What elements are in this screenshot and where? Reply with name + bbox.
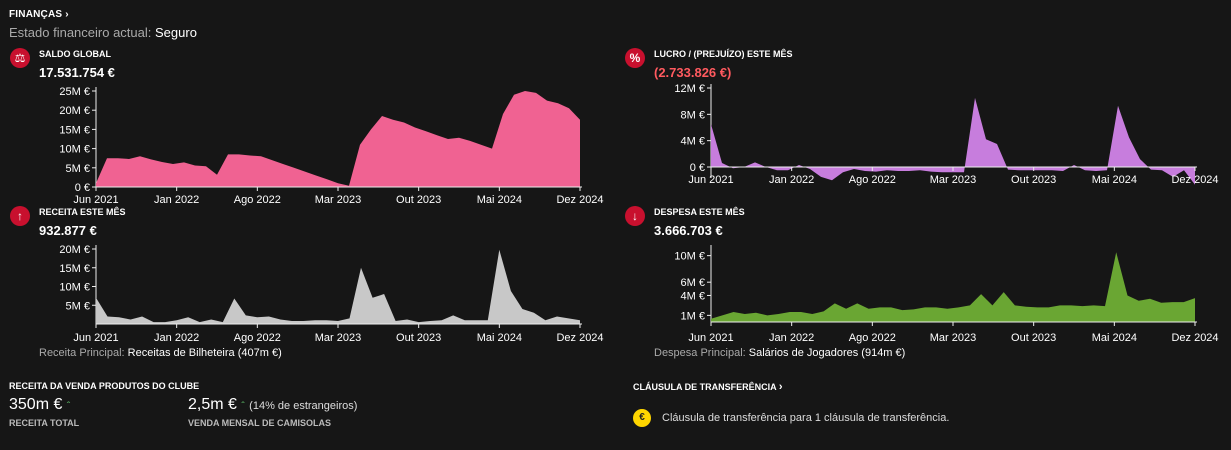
y-tick-label: 6M € (681, 277, 705, 289)
y-tick-label: 10M € (59, 144, 90, 156)
receita-chart: 5M € 10M € 15M € 20M € Jun 2021 Jan 2022 Ago 2… (59, 244, 603, 344)
receita-note-value: Receitas de Bilheteira (407m €) (127, 347, 282, 359)
x-tick-label: Jun 2021 (73, 332, 118, 344)
y-tick-label: 25M € (59, 86, 90, 98)
x-tick-label: Jun 2021 (688, 174, 733, 186)
receita-area-series (96, 249, 580, 324)
x-tick-label: Mar 2023 (315, 332, 361, 344)
arrow-up-icon: ↑ (10, 206, 30, 226)
lucro-chart: 0 € 4M € 8M € 12M € Jun 2021 Jan 2022 Ago 2022… (674, 83, 1218, 186)
receita-title: RECEITA ESTE MÊS (39, 207, 126, 217)
x-tick-label: Out 2023 (1011, 332, 1056, 344)
y-tick-label: 4M € (681, 290, 705, 302)
merch-total: 350m € ˆ (9, 396, 70, 414)
status-label: Estado financeiro actual: (9, 25, 152, 40)
y-tick-label: 15M € (59, 124, 90, 136)
saldo-title: SALDO GLOBAL (39, 49, 111, 59)
x-tick-label: Out 2023 (1011, 174, 1056, 186)
lucro-area-series (711, 97, 1195, 185)
merch-title: RECEITA DA VENDA PRODUTOS DO CLUBE (9, 381, 200, 391)
x-tick-label: Mai 2024 (1092, 174, 1137, 186)
saldo-value: 17.531.754 € (39, 65, 115, 80)
merch-shirts-note: (14% de estrangeiros) (249, 400, 358, 412)
x-tick-label: Ago 2022 (234, 332, 281, 344)
y-tick-label: 12M € (674, 83, 705, 95)
x-tick-label: Mai 2024 (477, 194, 522, 206)
clause-header[interactable]: CLÁUSULA DE TRANSFERÊNCIA › (633, 381, 783, 393)
x-tick-label: Out 2023 (396, 194, 441, 206)
x-tick-label: Jun 2021 (73, 194, 118, 206)
y-tick-label: 20M € (59, 244, 90, 256)
y-tick-label: 0 € (690, 162, 705, 174)
despesa-note-label: Despesa Principal: (654, 347, 746, 359)
x-tick-label: Mar 2023 (930, 332, 976, 344)
merch-shirts-value: 2,5m € (188, 396, 237, 413)
x-tick-label: Ago 2022 (234, 194, 281, 206)
x-tick-label: Dez 2024 (556, 332, 603, 344)
saldo-chart: 0 € 5M € 10M € 15M € 20M € 25M € Jun 2021 Jan 2… (59, 86, 603, 206)
merch-shirts-label: VENDA MENSAL DE CAMISOLAS (188, 418, 332, 428)
x-tick-label: Ago 2022 (849, 332, 896, 344)
x-tick-label: Jan 2022 (769, 332, 814, 344)
x-tick-label: Jan 2022 (154, 332, 199, 344)
y-tick-label: 10M € (59, 282, 90, 294)
y-tick-label: 8M € (681, 109, 705, 121)
chevron-right-icon: › (778, 381, 783, 393)
y-tick-label: 0 € (75, 182, 90, 194)
despesa-note-value: Salários de Jogadores (914m €) (748, 347, 906, 359)
y-tick-label: 5M € (66, 300, 90, 312)
trend-up-icon: ˆ (66, 401, 71, 412)
merch-total-value: 350m € (9, 396, 63, 413)
percent-icon: % (625, 48, 645, 68)
x-tick-label: Mar 2023 (930, 174, 976, 186)
trend-up-icon: ˆ (241, 401, 245, 412)
y-tick-label: 15M € (59, 263, 90, 275)
status-value: Seguro (155, 25, 197, 40)
despesa-area-series (711, 252, 1195, 322)
x-tick-label: Dez 2024 (1171, 174, 1218, 186)
despesa-value: 3.666.703 € (654, 223, 723, 238)
receita-value: 932.877 € (39, 223, 97, 238)
x-tick-label: Out 2023 (396, 332, 441, 344)
x-tick-label: Ago 2022 (849, 174, 896, 186)
merch-shirts: 2,5m € ˆ (14% de estrangeiros) (188, 396, 357, 414)
lucro-title: LUCRO / (PREJUÍZO) ESTE MÊS (654, 49, 793, 59)
y-tick-label: 1M € (681, 310, 705, 322)
x-tick-label: Jun 2021 (688, 332, 733, 344)
x-tick-label: Mar 2023 (315, 194, 361, 206)
chevron-right-icon: › (65, 9, 69, 20)
receita-note: Receita Principal: Receitas de Bilheteir… (39, 347, 282, 359)
y-tick-label: 10M € (674, 251, 705, 263)
merch-total-label: RECEITA TOTAL (9, 418, 80, 428)
x-tick-label: Mai 2024 (477, 332, 522, 344)
arrow-down-icon: ↓ (625, 206, 645, 226)
y-tick-label: 4M € (681, 136, 705, 148)
despesa-chart: 1M € 4M €6M € 10M € Jun 2021 Jan 2022 Ago 202… (674, 245, 1219, 344)
despesa-title: DESPESA ESTE MÊS (654, 207, 745, 217)
saldo-area-series (96, 91, 580, 187)
section-header-financas[interactable]: FINANÇAS › (9, 9, 69, 20)
receita-note-label: Receita Principal: (39, 347, 125, 359)
lucro-value: (2.733.826 €) (654, 65, 732, 80)
finance-title: FINANÇAS (9, 9, 63, 20)
x-tick-label: Dez 2024 (556, 194, 603, 206)
x-tick-label: Jan 2022 (769, 174, 814, 186)
y-tick-label: 5M € (66, 163, 90, 175)
clause-title: CLÁUSULA DE TRANSFERÊNCIA (633, 382, 777, 392)
financial-status: Estado financeiro actual: Seguro (9, 25, 197, 40)
x-tick-label: Dez 2024 (1171, 332, 1218, 344)
despesa-note: Despesa Principal: Salários de Jogadores… (654, 347, 905, 359)
y-tick-label: 20M € (59, 105, 90, 117)
clause-text: Cláusula de transferência para 1 cláusul… (662, 412, 950, 424)
euro-coin-icon: € (633, 409, 651, 427)
scale-icon: ⚖ (10, 48, 30, 68)
x-tick-label: Jan 2022 (154, 194, 199, 206)
x-tick-label: Mai 2024 (1092, 332, 1137, 344)
